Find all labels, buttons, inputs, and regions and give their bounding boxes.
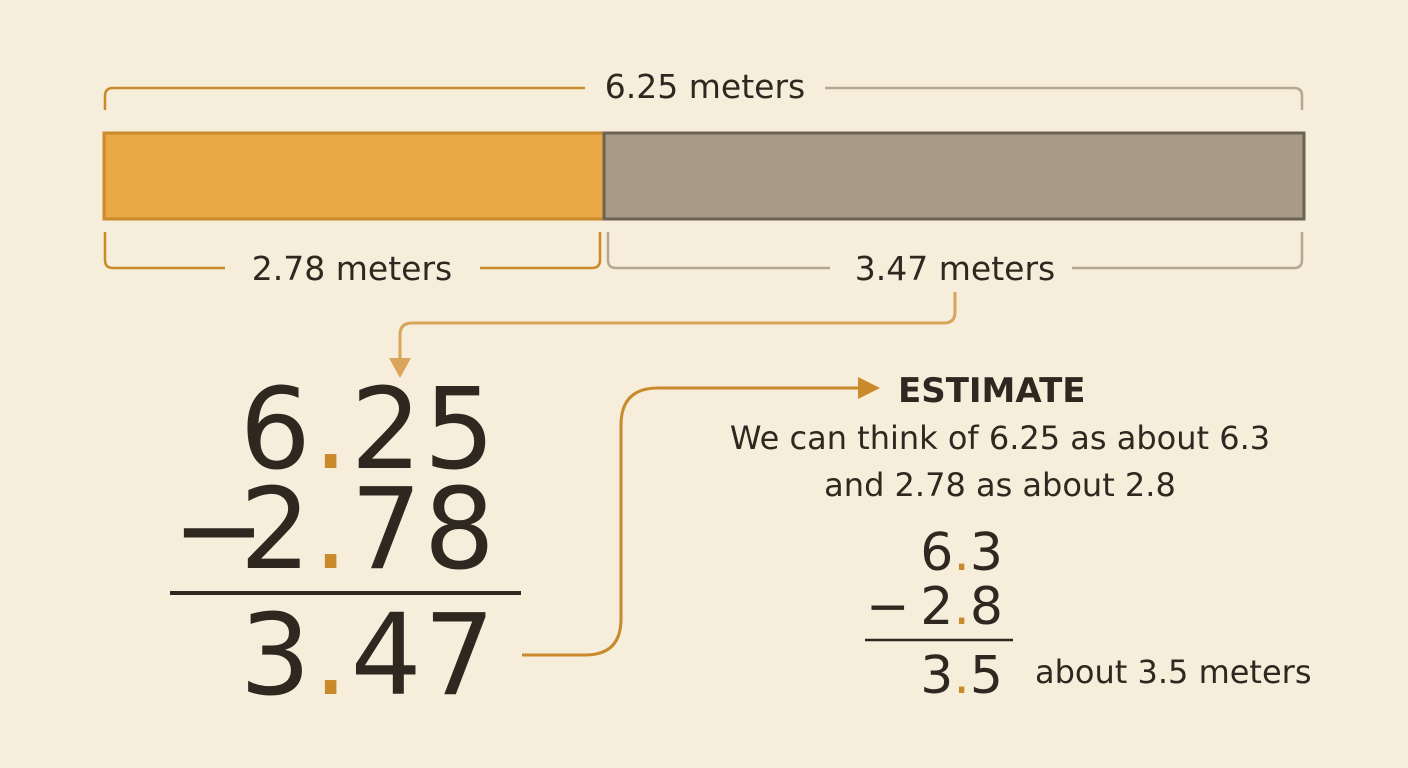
estimate-line: We can think of 6.25 as about 6.3 [730, 419, 1270, 457]
left-label: 2.78 meters [252, 249, 452, 288]
estimate-minuend: 6.3 [920, 523, 1003, 583]
estimate-result: about 3.5 meters [1035, 653, 1311, 691]
estimate-arrow [522, 386, 862, 657]
estimate-title: ESTIMATE [898, 371, 1085, 411]
left-bracket [103, 232, 602, 270]
operator: − [172, 465, 268, 595]
subtrahend: 2.78 [240, 465, 497, 595]
bar-part-right [602, 131, 1306, 221]
arrowhead [858, 377, 880, 399]
difference: 3.47 [240, 591, 497, 721]
right-label: 3.47 meters [855, 249, 1055, 288]
minuend: 6.25 [240, 365, 497, 495]
estimate-operator: − [866, 577, 910, 637]
estimate-line: and 2.78 as about 2.8 [824, 466, 1176, 504]
right-bracket [606, 232, 1304, 270]
arrowhead [389, 358, 411, 378]
connector-arrow [398, 292, 957, 362]
bar-part-left [102, 131, 606, 221]
total-bracket-right [825, 86, 1304, 110]
total-bracket-left [103, 86, 585, 110]
estimate-subtrahend: 2.8 [920, 577, 1003, 637]
estimate-difference: 3.5 [920, 646, 1003, 706]
total-label: 6.25 meters [605, 67, 805, 106]
